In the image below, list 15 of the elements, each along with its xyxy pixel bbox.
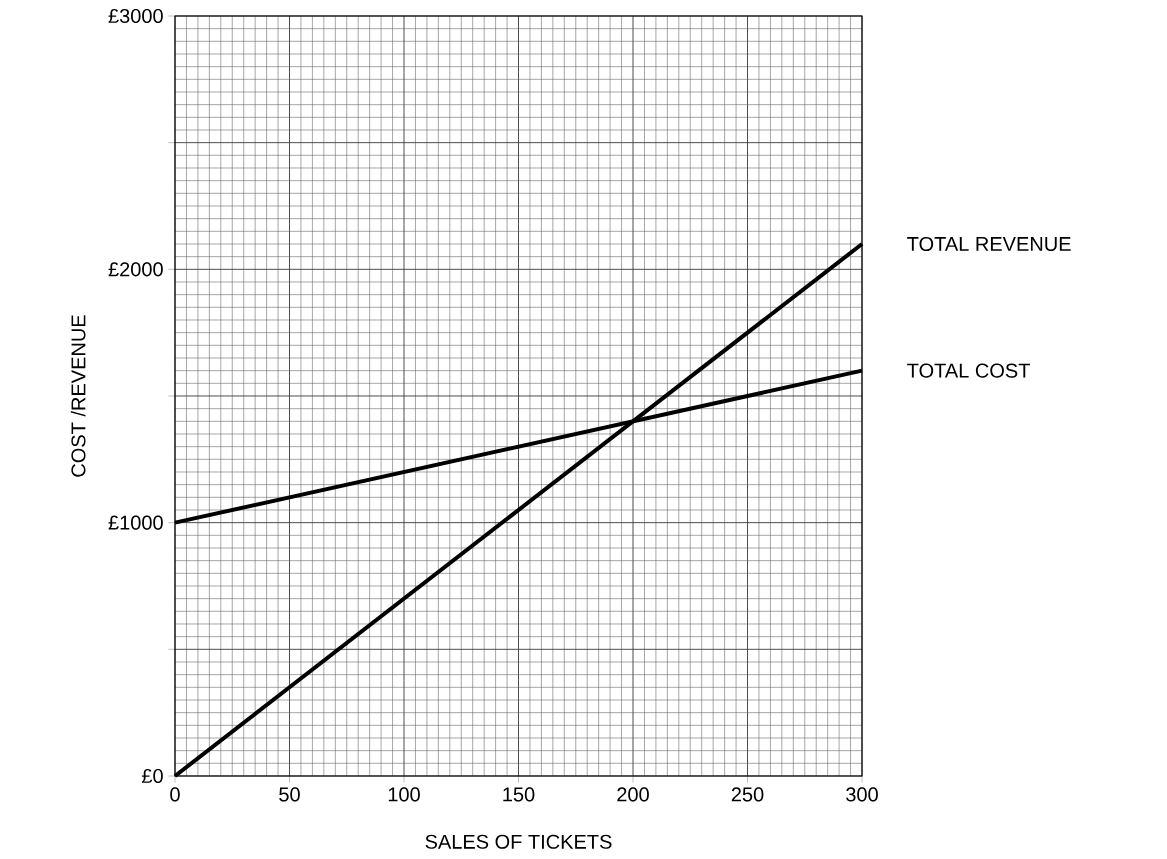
y-axis-title: COST /REVENUE (70, 315, 86, 477)
x-axis-title: SALES OF TICKETS (425, 834, 612, 849)
x-tick-label: 300 (846, 787, 878, 802)
y-tick-label: £2000 (108, 262, 163, 277)
x-tick-label: 200 (617, 787, 649, 802)
x-tick-label: 150 (503, 787, 535, 802)
x-tick-label: 0 (170, 787, 180, 802)
y-tick-label: £1000 (108, 515, 163, 530)
x-tick-label: 50 (279, 787, 300, 802)
x-tick-label: 250 (731, 787, 764, 802)
text: TOTAL COST (907, 363, 1030, 378)
y-tick-label: £3000 (108, 8, 163, 24)
text: TOTAL REVENUE (907, 236, 1071, 252)
x-tick-label: 100 (388, 787, 420, 802)
y-tick-label: £0 (141, 768, 163, 784)
